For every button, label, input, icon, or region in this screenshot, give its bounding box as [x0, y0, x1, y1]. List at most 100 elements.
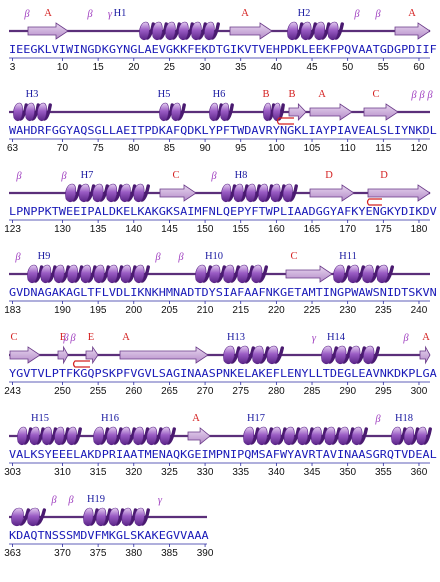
beta-turn-glyph: β: [67, 495, 74, 506]
alpha-helix-coil: [195, 264, 268, 284]
residue-number: 100: [268, 143, 285, 154]
residue-number: 260: [125, 386, 142, 397]
beta-turn-glyph: β: [62, 333, 69, 344]
alpha-helix-coil: [209, 102, 234, 122]
alpha-helix-coil: [13, 102, 52, 122]
alpha-helix-coil: [139, 21, 220, 41]
beta-strand-arrow: [187, 427, 211, 445]
helix-label: H15: [31, 413, 49, 424]
strand-label: A: [422, 332, 430, 343]
residue-number: 230: [339, 305, 356, 316]
residue-number: 123: [4, 224, 21, 235]
alpha-helix-coil: [27, 264, 150, 284]
alpha-helix-coil: [243, 426, 368, 446]
helix-label: H7: [81, 170, 94, 181]
sequence-block: H19 β β γ KDAQTNSSSMDVFMKGLSKAKEGVVAAA 363 370…: [4, 494, 214, 559]
residue-number: 280: [268, 386, 285, 397]
helix-label: H2: [298, 8, 311, 19]
residue-number: 220: [268, 305, 285, 316]
residue-number: 75: [93, 143, 105, 154]
residue-number: 240: [411, 305, 428, 316]
residue-number: 335: [232, 467, 249, 478]
strand-label: C: [10, 332, 17, 343]
beta-turn-glyph: β: [374, 414, 381, 425]
gamma-turn-glyph: γ: [158, 495, 163, 506]
alpha-helix-coil: [333, 264, 394, 284]
beta-turn-glyph: β: [353, 9, 360, 20]
beta-strand-arrow: [85, 345, 99, 365]
alpha-helix-coil: [159, 102, 186, 122]
residue-number: 265: [161, 386, 178, 397]
residue-number: 195: [90, 305, 107, 316]
beta-turn-glyph: β: [14, 252, 21, 263]
beta-turn-glyph: β: [418, 90, 425, 101]
sequence-text: WAHDRFGGYAQSGLLAEITPDKAFQDKLYPFTWDAVRYNG…: [9, 125, 437, 137]
helix-label: H16: [101, 413, 119, 424]
beta-strand-arrow: [285, 265, 333, 283]
residue-number: 390: [197, 548, 214, 559]
residue-number: 15: [93, 62, 105, 73]
strand-label: B: [262, 89, 269, 100]
sequence-block: H15 H16 A H17 H18 β VALKSYEEELAKDPRIAATMENAQKG…: [4, 413, 437, 478]
residue-number: 315: [90, 467, 107, 478]
residue-number: 215: [232, 305, 249, 316]
beta-turn-glyph: β: [210, 171, 217, 182]
sequence-text: LPNPPKTWEEIPALDKELKAKGKSAIMFNLQEPYFTWPLI…: [9, 206, 437, 218]
strand-label: C: [372, 89, 379, 100]
residue-number: 115: [375, 143, 391, 154]
residue-number: 50: [342, 62, 354, 73]
helix-label: H19: [87, 494, 105, 505]
residue-number: 210: [197, 305, 214, 316]
alpha-helix-coil: [287, 21, 344, 41]
alpha-helix-coil: [223, 345, 284, 365]
residue-number: 380: [125, 548, 142, 559]
strand-label: C: [172, 170, 179, 181]
beta-turn-glyph: β: [177, 252, 184, 263]
residue-number: 345: [304, 467, 321, 478]
strand-label: A: [192, 413, 200, 424]
beta-strand-arrow: [119, 346, 209, 364]
beta-strand-arrow: [309, 184, 355, 202]
residue-number: 320: [125, 467, 142, 478]
strand-label: E: [88, 332, 94, 343]
residue-number: 290: [339, 386, 356, 397]
beta-turn-glyph: β: [426, 90, 433, 101]
residue-number: 35: [235, 62, 247, 73]
strand-label: A: [318, 89, 326, 100]
helix-label: H11: [339, 251, 357, 262]
residue-number: 330: [197, 467, 214, 478]
alpha-helix-coil: [263, 102, 285, 122]
residue-number: 325: [161, 467, 178, 478]
helix-label: H13: [227, 332, 245, 343]
residue-number: 55: [378, 62, 390, 73]
beta-turn-glyph: β: [69, 333, 76, 344]
beta-strand-arrow: [229, 22, 273, 40]
residue-number: 150: [197, 224, 214, 235]
beta-turn-glyph: β: [374, 9, 381, 20]
residue-number: 243: [4, 386, 21, 397]
helix-label: H10: [205, 251, 223, 262]
alpha-helix-coil: [221, 183, 298, 203]
residue-number: 95: [235, 143, 247, 154]
helix-label: H1: [114, 8, 127, 19]
residue-number: 270: [197, 386, 214, 397]
residue-number: 385: [161, 548, 178, 559]
residue-number: 170: [339, 224, 356, 235]
residue-number: 303: [4, 467, 21, 478]
beta-strand-arrow: [27, 22, 69, 40]
alpha-helix-coil: [17, 426, 82, 446]
residue-number: 63: [7, 143, 19, 154]
residue-number: 295: [375, 386, 392, 397]
residue-number: 375: [90, 548, 107, 559]
alpha-helix-coil: [391, 426, 432, 446]
alpha-helix-coil: [65, 183, 150, 203]
residue-number: 180: [411, 224, 428, 235]
sequence-block: H9 H10 C H11 β β β GVDNAGAKAGLTFLVDLIKNKHMNADTD…: [4, 251, 437, 316]
strand-label: B: [288, 89, 295, 100]
residue-number: 350: [339, 467, 356, 478]
strand-label: D: [325, 170, 333, 181]
residue-number: 45: [306, 62, 318, 73]
residue-number: 225: [304, 305, 321, 316]
